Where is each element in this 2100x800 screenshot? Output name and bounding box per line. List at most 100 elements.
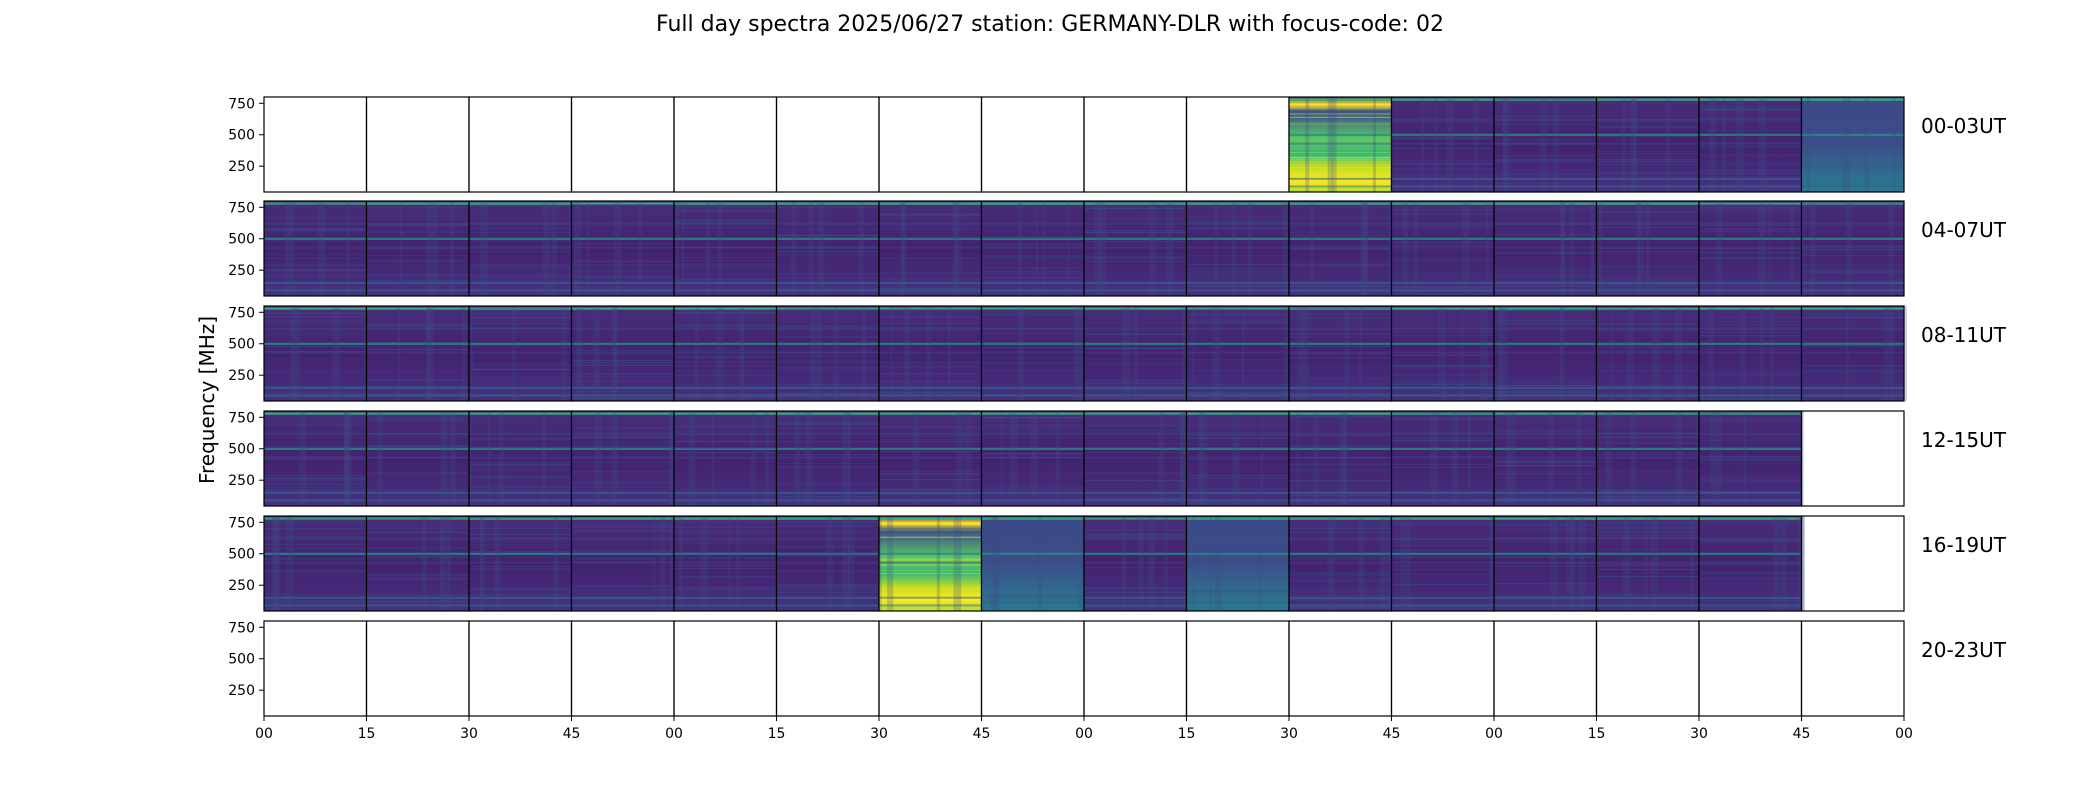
spectrum-panel: [1595, 515, 1700, 612]
spectrum-panel: [1288, 200, 1394, 297]
spectrum-panel: [1288, 305, 1393, 402]
row-label: 20-23UT: [1921, 638, 2007, 662]
spectrum-panel: [1390, 620, 1495, 717]
x-tick-label: 30: [1690, 726, 1708, 742]
spectrum-panel: [468, 96, 573, 193]
x-tick-label: 45: [973, 726, 991, 742]
x-tick-label: 30: [1280, 726, 1298, 742]
row-label: 04-07UT: [1921, 218, 2007, 242]
spectrum-panel: [1390, 515, 1499, 612]
spectrum-panel: [1698, 410, 1804, 507]
spectrum-panel: [263, 410, 368, 507]
spectrum-panel: [980, 96, 1085, 193]
spectrum-panel: [1698, 96, 1803, 193]
x-tick-label: 00: [1075, 726, 1093, 742]
spectrum-panel: [1698, 200, 1803, 297]
spectrum-panel: [1390, 305, 1495, 402]
spectrum-panel: [878, 620, 983, 717]
spectrum-panel: [673, 200, 778, 297]
spectrum-panel: [980, 515, 1086, 612]
spectrum-panel: [673, 410, 778, 507]
spectrum-panel: [1083, 515, 1188, 612]
x-tick-label: 15: [358, 726, 376, 742]
spectrum-panel: [365, 305, 470, 402]
y-tick-label: 750: [228, 410, 255, 426]
spectrum-panel: [1390, 96, 1495, 193]
spectrum-panel: [570, 96, 675, 193]
x-tick-label: 00: [665, 726, 683, 742]
spectrum-panel: [1493, 305, 1598, 402]
spectrum-panel: [1288, 410, 1393, 507]
spectrum-panel: [673, 515, 778, 612]
y-tick-label: 500: [228, 337, 255, 353]
spectrum-panel: [468, 515, 573, 612]
spectrum-panel: [775, 620, 880, 717]
spectrum-panel: [1698, 515, 1806, 612]
spectrum-panel: [263, 515, 368, 612]
spectrum-panel: [1185, 620, 1290, 717]
spectrum-panel: [570, 305, 675, 402]
spectrum-panel: [878, 305, 983, 402]
spectrum-panel: [570, 620, 675, 717]
y-tick-label: 500: [228, 652, 255, 668]
spectrum-panel: [1595, 96, 1700, 193]
spectrum-panel: [1288, 96, 1393, 193]
spectrum-panel: [263, 96, 368, 193]
spectrum-panel: [980, 305, 1089, 402]
spectrum-panel: [1390, 410, 1499, 507]
x-tick-label: 00: [255, 726, 273, 742]
spectrum-panel: [1800, 410, 1905, 507]
spectrum-panel: [1185, 200, 1290, 297]
x-tick-label: 15: [768, 726, 786, 742]
spectrum-panel: [1800, 620, 1905, 717]
row-label: 16-19UT: [1921, 533, 2007, 557]
y-tick-label: 250: [228, 159, 255, 175]
spectrum-panel: [878, 410, 983, 507]
spectrum-panel: [775, 200, 880, 297]
spectrum-panel: [1185, 305, 1291, 402]
spectrum-panel: [263, 305, 369, 402]
x-tick-label: 15: [1178, 726, 1196, 742]
spectrum-panel: [1800, 515, 1905, 612]
x-tick-label: 15: [1588, 726, 1606, 742]
spectrum-panel: [570, 515, 679, 612]
y-tick-label: 750: [228, 620, 255, 636]
row-label: 08-11UT: [1921, 323, 2007, 347]
spectrum-panel: [1493, 200, 1598, 297]
y-tick-label: 750: [228, 96, 255, 112]
spectrum-panel: [365, 200, 470, 297]
spectrum-panel: [878, 96, 983, 193]
row-label: 00-03UT: [1921, 114, 2007, 138]
spectrum-panel: [980, 200, 1085, 297]
spectrum-panel: [1083, 200, 1188, 297]
spectrum-panel: [775, 96, 880, 193]
spectrum-panel: [365, 96, 470, 193]
spectrum-panel: [1595, 200, 1700, 297]
y-tick-label: 750: [228, 515, 255, 531]
spectrum-panel: [365, 410, 472, 507]
x-tick-label: 00: [1895, 726, 1913, 742]
spectrum-panel: [980, 620, 1085, 717]
spectrum-panel: [1185, 410, 1290, 507]
spectrum-panel: [1698, 305, 1803, 402]
x-tick-label: 30: [460, 726, 478, 742]
spectrum-panel: [1698, 620, 1803, 717]
x-tick-label: 45: [1793, 726, 1811, 742]
spectrum-panel: [878, 515, 983, 612]
x-tick-label: 00: [1485, 726, 1503, 742]
spectrum-panel: [775, 305, 880, 402]
spectrum-panel: [673, 620, 778, 717]
y-tick-label: 250: [228, 473, 255, 489]
spectrum-panel: [673, 96, 778, 193]
y-tick-label: 250: [228, 578, 255, 594]
spectrum-panel: [980, 410, 1085, 507]
row-label: 12-15UT: [1921, 428, 2007, 452]
spectrum-panel: [1493, 410, 1598, 507]
spectrum-panel: [468, 200, 576, 297]
spectrum-panel: [1288, 620, 1393, 717]
spectrum-panel: [1083, 96, 1188, 193]
spectrum-panel: [468, 305, 578, 402]
y-tick-label: 500: [228, 128, 255, 144]
y-tick-label: 250: [228, 368, 255, 384]
